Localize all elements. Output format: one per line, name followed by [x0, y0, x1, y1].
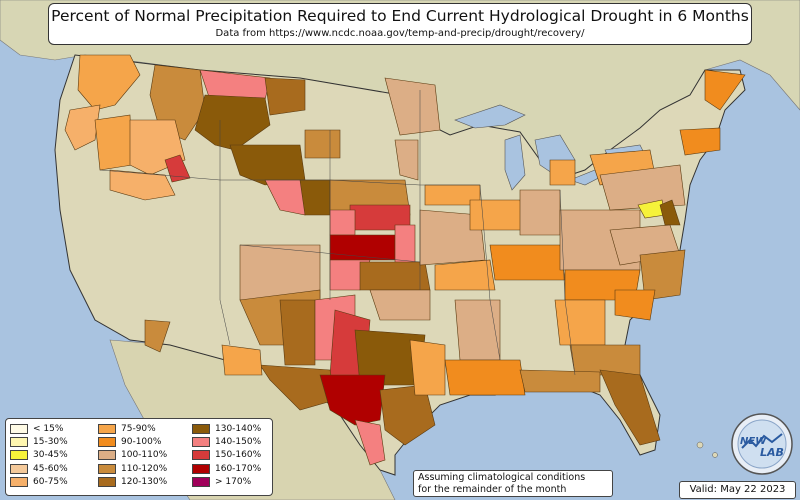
legend-label: > 170%	[215, 477, 252, 488]
legend-item: 30-45%	[10, 449, 98, 462]
legend-swatch	[98, 437, 116, 448]
legend-swatch	[98, 450, 116, 461]
legend-item: 120-130%	[98, 476, 192, 489]
legend-item: 150-160%	[192, 449, 278, 462]
logo-text-1: NEW	[740, 436, 767, 447]
island	[712, 452, 718, 458]
legend-label: 130-140%	[215, 423, 262, 434]
legend-item: 130-140%	[192, 422, 278, 435]
logo-text-2: LAB	[760, 446, 784, 459]
legend-swatch	[192, 463, 210, 474]
newlab-logo: NEW LAB	[731, 413, 793, 475]
map-title: Percent of Normal Precipitation Required…	[51, 7, 749, 25]
legend-label: 90-100%	[121, 437, 162, 448]
legend-label: 110-120%	[121, 463, 168, 474]
legend-label: 100-110%	[121, 450, 168, 461]
legend-swatch	[98, 477, 116, 488]
legend-item: 100-110%	[98, 449, 192, 462]
legend-label: 15-30%	[33, 437, 68, 448]
legend-item: 60-75%	[10, 476, 98, 489]
legend-swatch	[192, 437, 210, 448]
drought-regions	[64, 54, 746, 466]
legend-item: 110-120%	[98, 462, 192, 475]
assumption-line-2: for the remainder of the month	[418, 484, 567, 495]
data-source: Data from https://www.ncdc.noaa.gov/temp…	[215, 28, 585, 39]
legend-label: < 15%	[33, 423, 64, 434]
legend-label: 120-130%	[121, 477, 168, 488]
legend-swatch	[10, 450, 28, 461]
legend: < 15% 15-30% 30-45% 45-60% 60-75% 75-90% 90-10…	[5, 418, 273, 496]
legend-label: 60-75%	[33, 477, 68, 488]
legend-swatch	[10, 423, 28, 434]
legend-label: 45-60%	[33, 463, 68, 474]
legend-label: 75-90%	[121, 423, 156, 434]
legend-item: 75-90%	[98, 422, 192, 435]
legend-swatch	[98, 463, 116, 474]
state-borders	[99, 90, 576, 376]
legend-item: > 170%	[192, 476, 278, 489]
legend-item: 140-150%	[192, 435, 278, 448]
legend-label: 30-45%	[33, 450, 68, 461]
legend-swatch	[192, 450, 210, 461]
legend-swatch	[10, 437, 28, 448]
assumption-note: Assuming climatological conditions for t…	[413, 470, 613, 497]
legend-swatch	[192, 477, 210, 488]
legend-item: 15-30%	[10, 435, 98, 448]
legend-label: 160-170%	[215, 463, 262, 474]
title-box: Percent of Normal Precipitation Required…	[48, 3, 752, 45]
island	[696, 441, 704, 449]
legend-item: 90-100%	[98, 435, 192, 448]
legend-item: < 15%	[10, 422, 98, 435]
great-lakes	[454, 104, 646, 191]
legend-swatch	[192, 423, 210, 434]
legend-label: 150-160%	[215, 450, 262, 461]
legend-label: 140-150%	[215, 437, 262, 448]
legend-swatch	[98, 423, 116, 434]
legend-item: 160-170%	[192, 462, 278, 475]
legend-item: 45-60%	[10, 462, 98, 475]
legend-swatch	[10, 463, 28, 474]
legend-swatch	[10, 477, 28, 488]
valid-date: Valid: May 22 2023	[679, 481, 796, 499]
assumption-line-1: Assuming climatological conditions	[418, 472, 586, 483]
